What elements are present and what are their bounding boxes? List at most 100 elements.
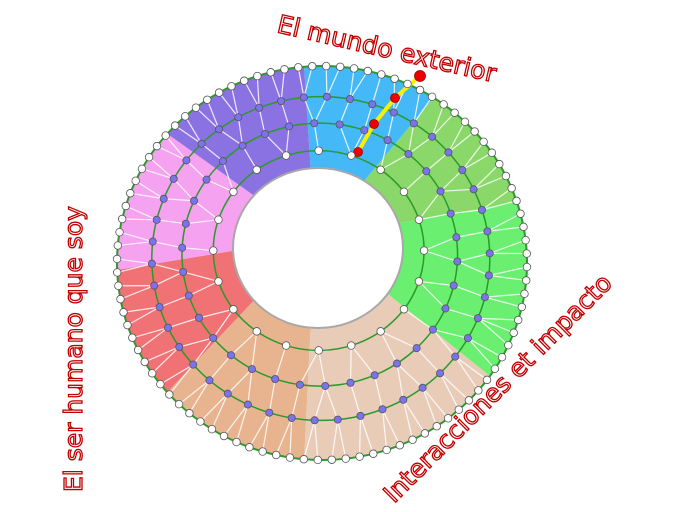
inner-node xyxy=(147,259,156,268)
mesh-line xyxy=(303,66,313,98)
edge-node xyxy=(161,131,170,140)
mesh-line xyxy=(374,375,384,410)
mesh-line xyxy=(413,89,421,124)
edge-node xyxy=(512,196,521,206)
edge-node xyxy=(432,422,441,431)
mesh-line xyxy=(402,399,426,434)
edge-node xyxy=(335,62,345,71)
mesh-line xyxy=(431,112,456,138)
mesh-line xyxy=(324,385,339,420)
inner-node xyxy=(436,187,445,196)
edge-node xyxy=(119,308,128,317)
mesh-line xyxy=(422,387,438,427)
mesh-line xyxy=(350,345,376,376)
inner-node xyxy=(412,344,421,353)
inner-node xyxy=(260,129,269,138)
mesh-line xyxy=(148,156,175,180)
inner-node xyxy=(189,360,198,369)
mesh-line xyxy=(144,346,180,363)
mesh-line xyxy=(120,285,155,300)
inner-node xyxy=(333,415,342,424)
mesh-line xyxy=(159,295,190,308)
inner-node xyxy=(485,249,494,258)
inner-node xyxy=(383,136,392,145)
edge-node xyxy=(415,85,425,95)
mesh-line xyxy=(314,420,319,461)
mesh-line xyxy=(488,266,528,277)
edge-node xyxy=(482,375,492,385)
inner-node xyxy=(150,281,159,290)
mesh-line xyxy=(256,76,260,108)
edge-node xyxy=(420,429,430,438)
edge-node xyxy=(271,450,281,460)
sector-purple xyxy=(167,66,311,196)
inner-node xyxy=(287,413,296,422)
inner-node xyxy=(175,342,184,351)
inner-node xyxy=(458,166,467,175)
mesh-line xyxy=(439,372,470,401)
mesh-line xyxy=(199,393,229,423)
edge-node xyxy=(114,281,123,291)
mesh-line xyxy=(313,123,320,151)
mesh-line xyxy=(212,308,234,339)
mesh-line xyxy=(422,387,449,419)
mesh-line xyxy=(135,180,165,200)
inner-node xyxy=(205,376,214,385)
mesh-line xyxy=(425,151,449,172)
mesh-line xyxy=(481,187,513,211)
inner-node xyxy=(247,365,256,374)
edge-node xyxy=(514,315,523,325)
mesh-line xyxy=(477,317,514,334)
mesh-line xyxy=(440,188,474,192)
inner-node xyxy=(345,95,354,104)
edge-node xyxy=(470,127,479,136)
mesh-line xyxy=(381,408,401,446)
mesh-line xyxy=(188,280,219,297)
inner-node xyxy=(346,378,355,387)
inner-node xyxy=(452,233,461,242)
mesh-line xyxy=(179,337,214,348)
mesh-line xyxy=(218,128,243,147)
mesh-line xyxy=(137,327,169,351)
mesh-line xyxy=(242,145,258,171)
inner-hole xyxy=(232,167,404,329)
mesh-line xyxy=(484,296,522,308)
edge-node xyxy=(450,108,459,117)
inner-node xyxy=(285,122,294,131)
label-left: El ser humano que soy xyxy=(59,206,88,492)
sector-bright-green xyxy=(387,202,527,376)
mesh-line xyxy=(386,112,395,141)
inner-node xyxy=(451,352,460,361)
mesh-line xyxy=(206,99,220,130)
inner-node xyxy=(409,119,418,128)
mesh-line xyxy=(432,328,469,339)
mesh-line xyxy=(488,274,527,282)
mesh-line xyxy=(168,364,194,395)
mesh-line xyxy=(358,415,362,457)
edge-node xyxy=(427,92,437,102)
mesh-line xyxy=(380,153,409,171)
mesh-line xyxy=(477,317,509,346)
inner-node xyxy=(310,416,319,425)
mesh-line xyxy=(201,143,224,162)
inner-node xyxy=(444,148,453,157)
edge-node xyxy=(232,437,241,447)
inner-node xyxy=(155,303,164,312)
edge-node xyxy=(133,345,143,355)
mesh-line xyxy=(167,317,200,329)
mesh-line xyxy=(339,98,351,125)
mesh-line xyxy=(291,384,301,419)
mesh-line xyxy=(453,284,486,298)
inner-node xyxy=(422,167,431,176)
mesh-line xyxy=(141,168,174,180)
mesh-line xyxy=(165,135,187,161)
edge-node xyxy=(229,305,238,314)
inner-node xyxy=(227,351,236,360)
inner-node xyxy=(356,411,365,420)
inner-node xyxy=(335,120,344,129)
mesh-line xyxy=(198,308,234,319)
mesh-line xyxy=(408,136,433,155)
mesh-line xyxy=(174,125,202,145)
inner-node xyxy=(181,219,190,228)
inner-node xyxy=(152,215,161,224)
